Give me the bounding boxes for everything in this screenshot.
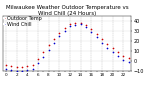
Legend: Outdoor Temp, Wind Chill: Outdoor Temp, Wind Chill xyxy=(4,16,41,27)
Point xyxy=(15,67,18,68)
Point xyxy=(69,25,71,26)
Point xyxy=(90,28,92,29)
Point xyxy=(15,71,18,72)
Point xyxy=(90,31,92,33)
Point xyxy=(47,49,50,51)
Point xyxy=(5,69,7,70)
Point xyxy=(26,66,28,67)
Point xyxy=(117,55,119,57)
Point xyxy=(31,69,34,70)
Point xyxy=(53,38,55,40)
Point xyxy=(106,47,108,49)
Point xyxy=(122,60,124,61)
Point xyxy=(58,32,60,34)
Point xyxy=(37,58,39,60)
Point xyxy=(106,43,108,45)
Point xyxy=(122,55,124,57)
Point xyxy=(42,56,44,58)
Point xyxy=(95,33,98,35)
Point xyxy=(69,23,71,24)
Point xyxy=(21,67,23,68)
Point xyxy=(101,38,103,40)
Point xyxy=(53,42,55,44)
Point xyxy=(58,35,60,37)
Point xyxy=(85,24,87,25)
Point xyxy=(5,65,7,66)
Point xyxy=(101,42,103,44)
Point xyxy=(21,71,23,72)
Title: Milwaukee Weather Outdoor Temperature vs Wind Chill (24 Hours): Milwaukee Weather Outdoor Temperature vs… xyxy=(6,5,128,16)
Point xyxy=(95,36,98,38)
Point xyxy=(111,51,114,53)
Point xyxy=(79,23,82,24)
Point xyxy=(63,30,66,32)
Point xyxy=(47,44,50,46)
Point xyxy=(79,22,82,23)
Point xyxy=(42,51,44,53)
Point xyxy=(74,24,76,25)
Point xyxy=(26,70,28,71)
Point xyxy=(74,22,76,23)
Point xyxy=(85,26,87,27)
Point xyxy=(10,70,12,71)
Point xyxy=(63,27,66,29)
Point xyxy=(37,63,39,64)
Point xyxy=(127,58,130,59)
Point xyxy=(10,66,12,67)
Point xyxy=(111,47,114,49)
Point xyxy=(127,62,130,63)
Point xyxy=(31,65,34,66)
Point xyxy=(117,51,119,53)
